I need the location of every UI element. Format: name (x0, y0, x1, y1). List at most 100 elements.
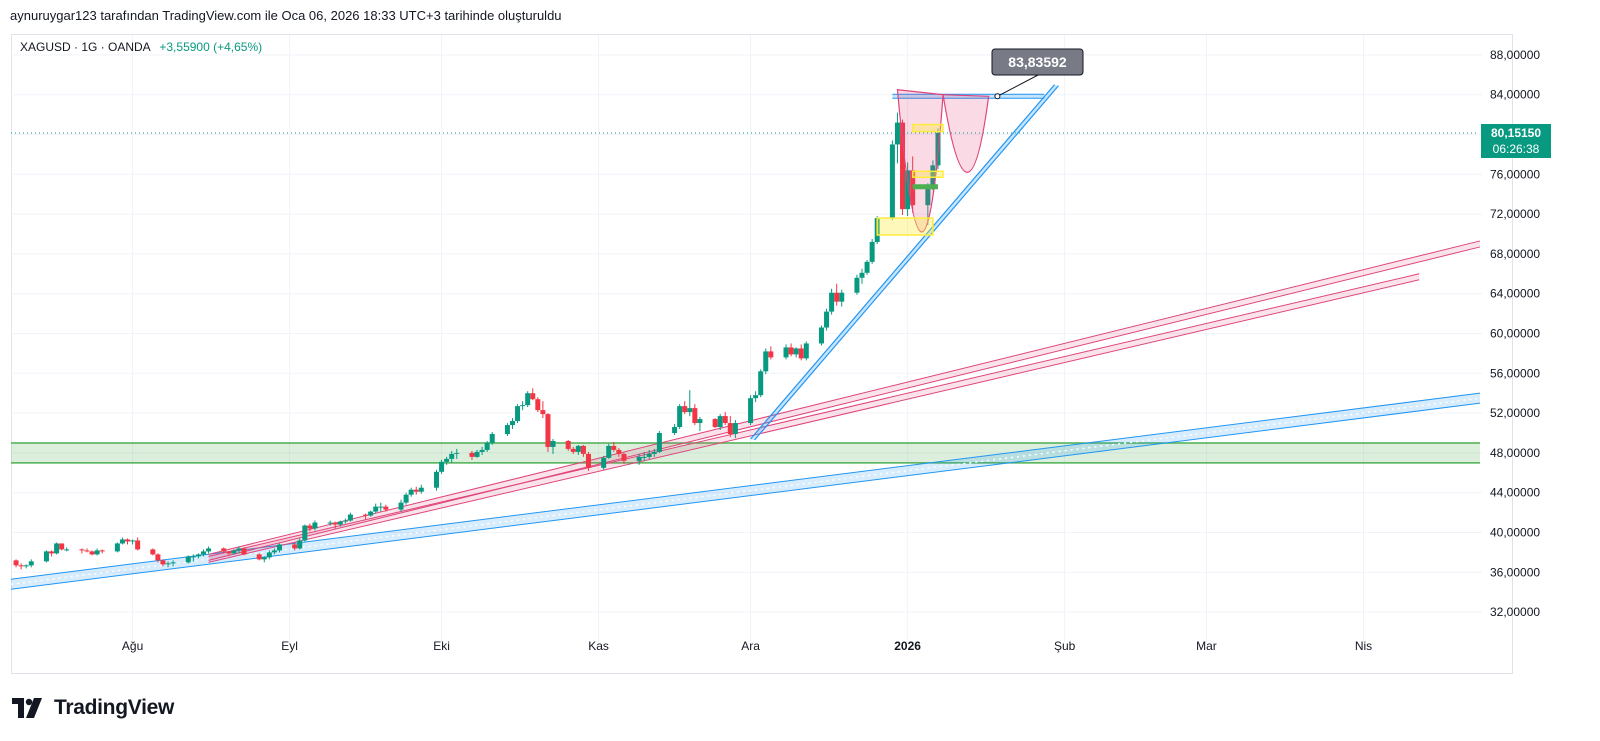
x-tick-label: Nis (1355, 639, 1372, 653)
price-badge-value: 80,15150 (1491, 126, 1541, 140)
candles (13, 112, 941, 570)
candle-body (276, 544, 282, 551)
candle-body (256, 554, 262, 560)
tradingview-logo[interactable]: TradingView (12, 696, 174, 720)
candle (125, 538, 131, 545)
candle-body (515, 406, 521, 422)
candle-body (636, 456, 642, 461)
candle-body (408, 489, 414, 495)
candle-body (84, 550, 90, 552)
candle-body (18, 565, 24, 567)
cup-curve (942, 94, 990, 173)
candle-body (585, 453, 591, 468)
candle (398, 499, 404, 512)
candle (312, 520, 318, 531)
candle-body (403, 494, 409, 503)
candle-body (312, 522, 318, 529)
candle (337, 520, 343, 527)
candle-body (829, 292, 835, 312)
candle (231, 549, 237, 555)
y-tick-label: 60,00000 (1490, 327, 1540, 341)
candle (89, 550, 95, 556)
resistance-band (892, 94, 1045, 99)
candle (894, 112, 900, 164)
symbol-name: XAGUSD · 1G · OANDA (20, 40, 151, 54)
candle (677, 404, 683, 430)
candle-body (525, 393, 531, 406)
candle-body (732, 423, 738, 434)
x-tick-label: Şub (1054, 639, 1076, 653)
candle (509, 418, 515, 430)
candle (651, 448, 657, 457)
drawings-front (11, 84, 1478, 441)
candle-body (621, 453, 627, 461)
candle-body (925, 187, 931, 206)
labels: 83,83592 80,15150 06:26:38 (991, 48, 1551, 158)
candle (221, 547, 227, 554)
y-tick-label: 56,00000 (1490, 366, 1540, 380)
candle-body (444, 458, 450, 462)
candle-body (545, 414, 551, 447)
candle (18, 563, 24, 570)
candle (206, 546, 212, 554)
candle (54, 542, 60, 555)
candle (570, 446, 576, 454)
candle-body (99, 550, 105, 552)
y-tick-label: 72,00000 (1490, 207, 1540, 221)
candle-body (413, 489, 419, 492)
candle (717, 414, 723, 431)
candle (869, 238, 875, 264)
candle (682, 401, 688, 415)
candle (43, 550, 49, 563)
candle-body (398, 502, 404, 510)
candle (565, 439, 571, 451)
candle (434, 469, 440, 491)
blue-channel-bottom (10, 402, 1481, 590)
blue-channel-center (10, 397, 1481, 585)
candle-body (135, 540, 141, 550)
candle-body (489, 433, 495, 443)
candle-body (302, 525, 308, 541)
candle-body (540, 410, 546, 415)
candle-body (905, 170, 911, 210)
candle-body (150, 549, 156, 555)
candle-body (383, 506, 389, 510)
candle-body (94, 550, 100, 555)
candle (378, 502, 384, 512)
candle-body (722, 416, 728, 424)
candle (64, 547, 70, 552)
symbol-line: XAGUSD · 1G · OANDA +3,55900 (+4,65%) (20, 40, 262, 54)
candle (656, 431, 662, 453)
chart-frame[interactable] (11, 34, 1513, 674)
candle-body (768, 351, 774, 358)
candle-body (185, 556, 191, 563)
candle (271, 548, 277, 555)
candle (59, 543, 65, 551)
candle (768, 346, 774, 360)
support-channel-fill (750, 84, 1059, 440)
candle-body (854, 277, 860, 293)
candle-body (646, 453, 652, 457)
candle (758, 369, 764, 398)
candle-body (692, 408, 698, 424)
candle-body (869, 241, 875, 262)
blue-channel-fill (11, 393, 1480, 590)
candle-body (894, 122, 900, 145)
candle (854, 274, 860, 295)
target-callout-text: 83,83592 (1008, 54, 1067, 70)
candle (530, 388, 536, 401)
candle-body (373, 506, 379, 512)
candle (824, 308, 830, 331)
x-tick-label: Ara (741, 639, 760, 653)
candle-body (206, 548, 212, 552)
y-tick-label: 40,00000 (1490, 526, 1540, 540)
candle-body (49, 551, 55, 554)
candle (469, 450, 475, 460)
candle-body (758, 371, 764, 396)
candle-body (900, 122, 906, 210)
candle (692, 404, 698, 426)
price-badge-countdown: 06:26:38 (1493, 142, 1540, 156)
candle (302, 524, 308, 542)
candle (484, 440, 490, 452)
